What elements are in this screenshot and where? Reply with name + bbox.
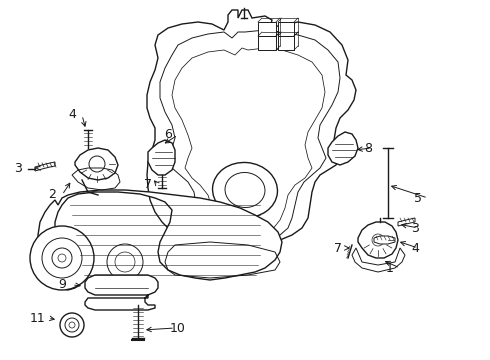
Text: 2: 2 [48,189,56,202]
Bar [278,22,294,36]
Text: 6: 6 [164,129,172,141]
Polygon shape [328,132,358,165]
Polygon shape [85,275,158,310]
Text: 3: 3 [411,221,419,234]
Circle shape [372,234,384,246]
Text: 1: 1 [386,261,394,274]
Polygon shape [147,10,356,262]
Polygon shape [398,218,415,226]
Text: 7: 7 [144,179,152,192]
Polygon shape [38,190,282,290]
Bar [258,36,276,50]
Polygon shape [35,162,55,171]
Circle shape [107,244,143,280]
Text: 10: 10 [170,321,186,334]
Circle shape [58,254,66,262]
Circle shape [89,156,105,172]
Text: 11: 11 [30,311,46,324]
Text: 8: 8 [364,141,372,154]
Bar [278,36,294,50]
Text: 4: 4 [68,108,76,122]
Polygon shape [358,222,398,258]
Text: 9: 9 [58,279,66,292]
Circle shape [30,226,94,290]
Text: 5: 5 [414,192,422,204]
Polygon shape [75,148,118,180]
Bar [258,22,276,36]
Text: 7: 7 [334,242,342,255]
Polygon shape [148,140,175,175]
Text: 3: 3 [14,162,22,175]
Polygon shape [374,236,395,244]
Circle shape [60,313,84,337]
Text: 4: 4 [411,242,419,255]
